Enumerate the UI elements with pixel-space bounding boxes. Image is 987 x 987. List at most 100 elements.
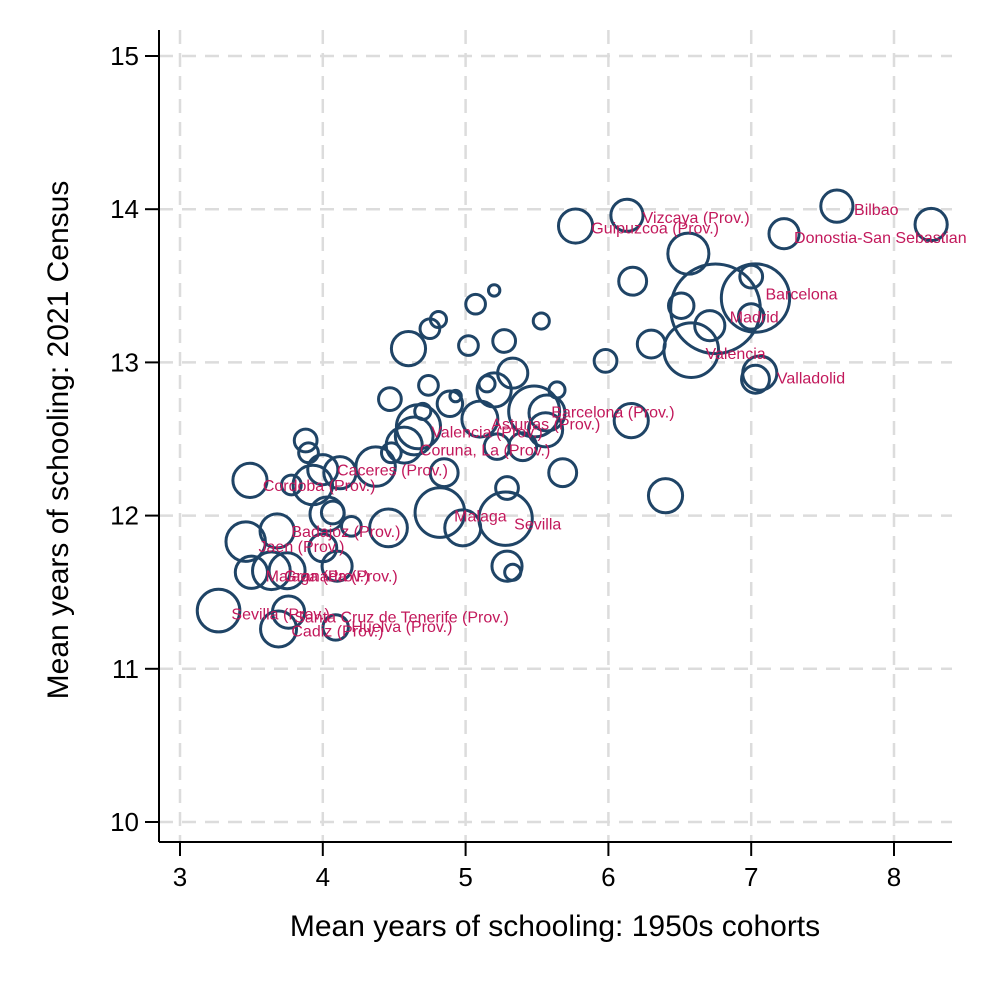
data-point [428, 457, 460, 489]
data-point [646, 477, 685, 515]
data-point [464, 292, 487, 316]
data-point [913, 206, 949, 243]
x-tick-label: 3 [173, 862, 187, 892]
data-point [270, 594, 307, 630]
data-point [393, 415, 435, 457]
data-point [319, 499, 346, 526]
x-tick-label: 7 [744, 862, 758, 892]
data-point [490, 549, 524, 583]
x-tick-label: 4 [316, 862, 330, 892]
data-point [280, 473, 303, 497]
data-point [258, 512, 296, 550]
point-label: Malaga (Prov.) [266, 568, 370, 585]
grid-lines [159, 30, 952, 842]
data-point [379, 441, 403, 465]
data-point [592, 347, 619, 374]
data-points [195, 188, 949, 649]
point-label: Guipuzcoa (Prov.) [591, 221, 719, 238]
data-point [491, 328, 518, 354]
data-point [413, 401, 433, 421]
data-point [819, 188, 855, 224]
data-point [259, 609, 299, 649]
data-point [368, 507, 409, 549]
x-tick-label: 6 [601, 862, 615, 892]
point-label: Asturias (Prov.) [491, 417, 600, 434]
data-point [307, 532, 339, 564]
point-label: Cadiz (Prov.) [291, 624, 383, 641]
point-label: Sevilla (Prov.) [231, 607, 329, 624]
point-label: Badajoz (Prov.) [291, 524, 400, 541]
point-label: Cordoba (Prov.) [263, 478, 376, 495]
data-point [477, 374, 497, 394]
data-point [306, 453, 340, 487]
data-point [503, 562, 523, 582]
data-point [428, 309, 449, 330]
y-tick-label: 11 [112, 654, 139, 684]
point-label: Bilbao [854, 202, 899, 219]
data-point [526, 411, 565, 449]
point-label: Valencia [706, 346, 766, 363]
x-axis-title: Mean years of schooling: 1950s cohorts [290, 910, 820, 943]
data-point [251, 550, 292, 592]
data-point [321, 613, 350, 642]
data-point [666, 231, 711, 276]
data-point [617, 265, 649, 297]
data-point [736, 302, 766, 331]
data-point [494, 475, 520, 501]
axes: 10 11 12 13 14 15 3 4 5 6 7 8 [110, 30, 952, 892]
data-point [482, 432, 512, 461]
data-point [475, 371, 513, 409]
data-point [527, 393, 567, 433]
data-point [297, 441, 320, 465]
y-tick-label: 10 [110, 807, 139, 837]
point-label: Coruna, La (Prov.) [420, 443, 550, 460]
data-point [719, 262, 792, 334]
y-tick-label: 14 [110, 194, 139, 224]
point-label: Granada (Prov.) [284, 568, 398, 585]
data-point [547, 457, 579, 489]
data-point [435, 389, 465, 418]
data-point [292, 427, 319, 454]
data-point [340, 514, 363, 538]
point-label: Jaen (Prov.) [259, 539, 345, 556]
data-point [486, 283, 502, 298]
data-point [667, 291, 696, 320]
data-point [195, 587, 242, 634]
y-tick-label: 13 [110, 347, 139, 377]
data-point [609, 197, 645, 233]
data-point [389, 330, 428, 368]
data-point [612, 402, 650, 440]
point-label: Malaga [454, 509, 507, 526]
x-tick-label: 8 [887, 862, 901, 892]
data-point [531, 311, 551, 331]
x-tick-label: 5 [458, 862, 472, 892]
point-label: Barcelona (Prov.) [551, 404, 674, 421]
data-point [322, 455, 358, 491]
data-point [231, 461, 269, 499]
data-point [693, 309, 727, 343]
data-point [635, 328, 667, 360]
point-label: Donostia-San Sebastian [794, 230, 967, 247]
data-point [267, 551, 307, 591]
point-labels: Madrid Barcelona Valencia Sevilla Malaga Bilb… [231, 202, 966, 640]
point-label: Valencia (Prov.) [431, 424, 542, 441]
point-label: Santa Cruz de Tenerife (Prov.) [294, 610, 509, 627]
data-point [233, 554, 269, 590]
y-axis-title: Mean years of schooling: 2021 Census [42, 181, 75, 700]
y-tick-label: 12 [110, 501, 139, 531]
y-tick-label: 15 [110, 41, 139, 71]
point-label: Valladolid [777, 371, 845, 388]
data-point [496, 356, 530, 390]
data-point [413, 486, 467, 539]
data-point [547, 380, 567, 400]
data-point [767, 217, 801, 251]
data-point [556, 207, 595, 245]
data-point [377, 386, 403, 413]
point-label: Vizcaya (Prov.) [643, 210, 750, 227]
point-label: Barcelona [765, 286, 837, 303]
data-point [457, 334, 480, 357]
point-label: Madrid [730, 309, 779, 326]
data-point [738, 263, 765, 290]
data-point [443, 508, 483, 548]
